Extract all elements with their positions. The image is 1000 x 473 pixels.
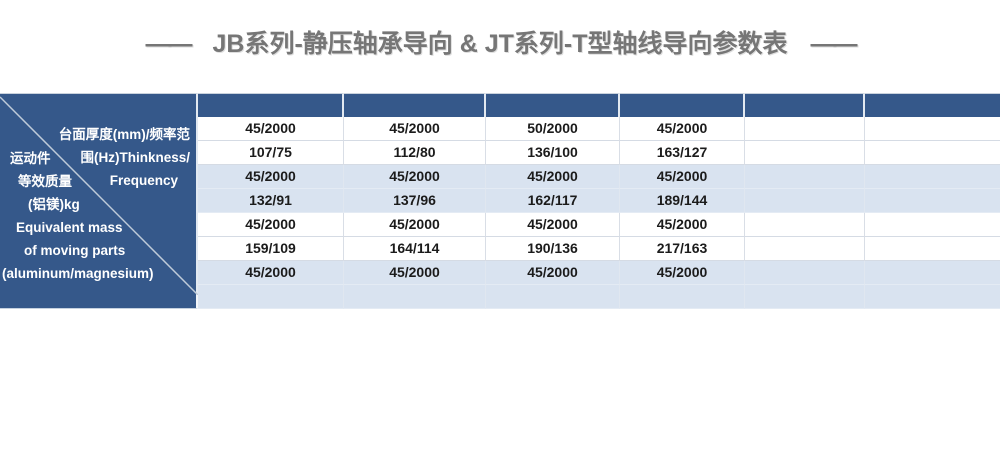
data-cell: 190/136 [486,237,620,261]
data-cell: 45/2000 [198,117,344,141]
data-cell [745,285,865,309]
data-cell [745,165,865,189]
data-cell: 45/2000 [198,213,344,237]
data-cell [745,117,865,141]
header-corner-cell: 台面厚度(mm)/频率范 围(Hz)Thinkness/ Frequency 运… [0,93,198,295]
data-cell: 159/109 [198,237,344,261]
data-cell: 45/2000 [198,261,344,285]
data-cell: 45/2000 [344,213,486,237]
title-dash-right: —— [810,30,857,58]
data-cell: 164/114 [344,237,486,261]
data-cell: 45/2000 [486,261,620,285]
data-cell: 45/2000 [344,165,486,189]
data-cell: 45/2000 [620,165,745,189]
data-cell: 189/144 [620,189,745,213]
data-cell [865,285,1000,309]
data-cell: 45/2000 [344,261,486,285]
data-cell: 132/91 [198,189,344,213]
data-cell: 137/96 [344,189,486,213]
data-cell: 50/2000 [486,117,620,141]
parameters-table: 台面厚度(mm)/频率范 围(Hz)Thinkness/ Frequency 运… [0,93,1000,309]
data-cell [745,189,865,213]
corner-equivalent-mass-label: 运动件 等效质量 (铝镁)kg Equivalent mass of movin… [2,151,154,281]
data-cell [865,189,1000,213]
data-cell [198,285,344,309]
page-title: —— JB系列-静压轴承导向 & JT系列-T型轴线导向参数表 —— [0,24,1000,60]
data-cell: 163/127 [620,141,745,165]
data-cell [865,237,1000,261]
data-cell [344,285,486,309]
data-cell: 45/2000 [620,117,745,141]
corner-thickness-frequency-label: 台面厚度(mm)/频率范 围(Hz)Thinkness/ Frequency [58,127,190,188]
data-cell [745,213,865,237]
data-cell [865,213,1000,237]
data-cell [745,261,865,285]
data-cell [865,141,1000,165]
data-cell [745,141,865,165]
data-cell: 107/75 [198,141,344,165]
data-cell: 45/2000 [620,213,745,237]
data-cell: 45/2000 [486,213,620,237]
diagonal-divider [0,96,198,295]
page-title-text: JB系列-静压轴承导向 & JT系列-T型轴线导向参数表 [212,30,788,58]
data-cell [865,117,1000,141]
data-cell [620,285,745,309]
data-cell [865,165,1000,189]
data-cell: 45/2000 [344,117,486,141]
data-cell: 136/100 [486,141,620,165]
title-dash-left: —— [145,30,193,58]
data-cell: 45/2000 [620,261,745,285]
data-cell [745,237,865,261]
data-cell: 45/2000 [486,165,620,189]
data-cell: 112/80 [344,141,486,165]
data-cell: 162/117 [486,189,620,213]
data-cell [486,285,620,309]
data-cell: 45/2000 [198,165,344,189]
data-cell [865,261,1000,285]
data-cell: 217/163 [620,237,745,261]
